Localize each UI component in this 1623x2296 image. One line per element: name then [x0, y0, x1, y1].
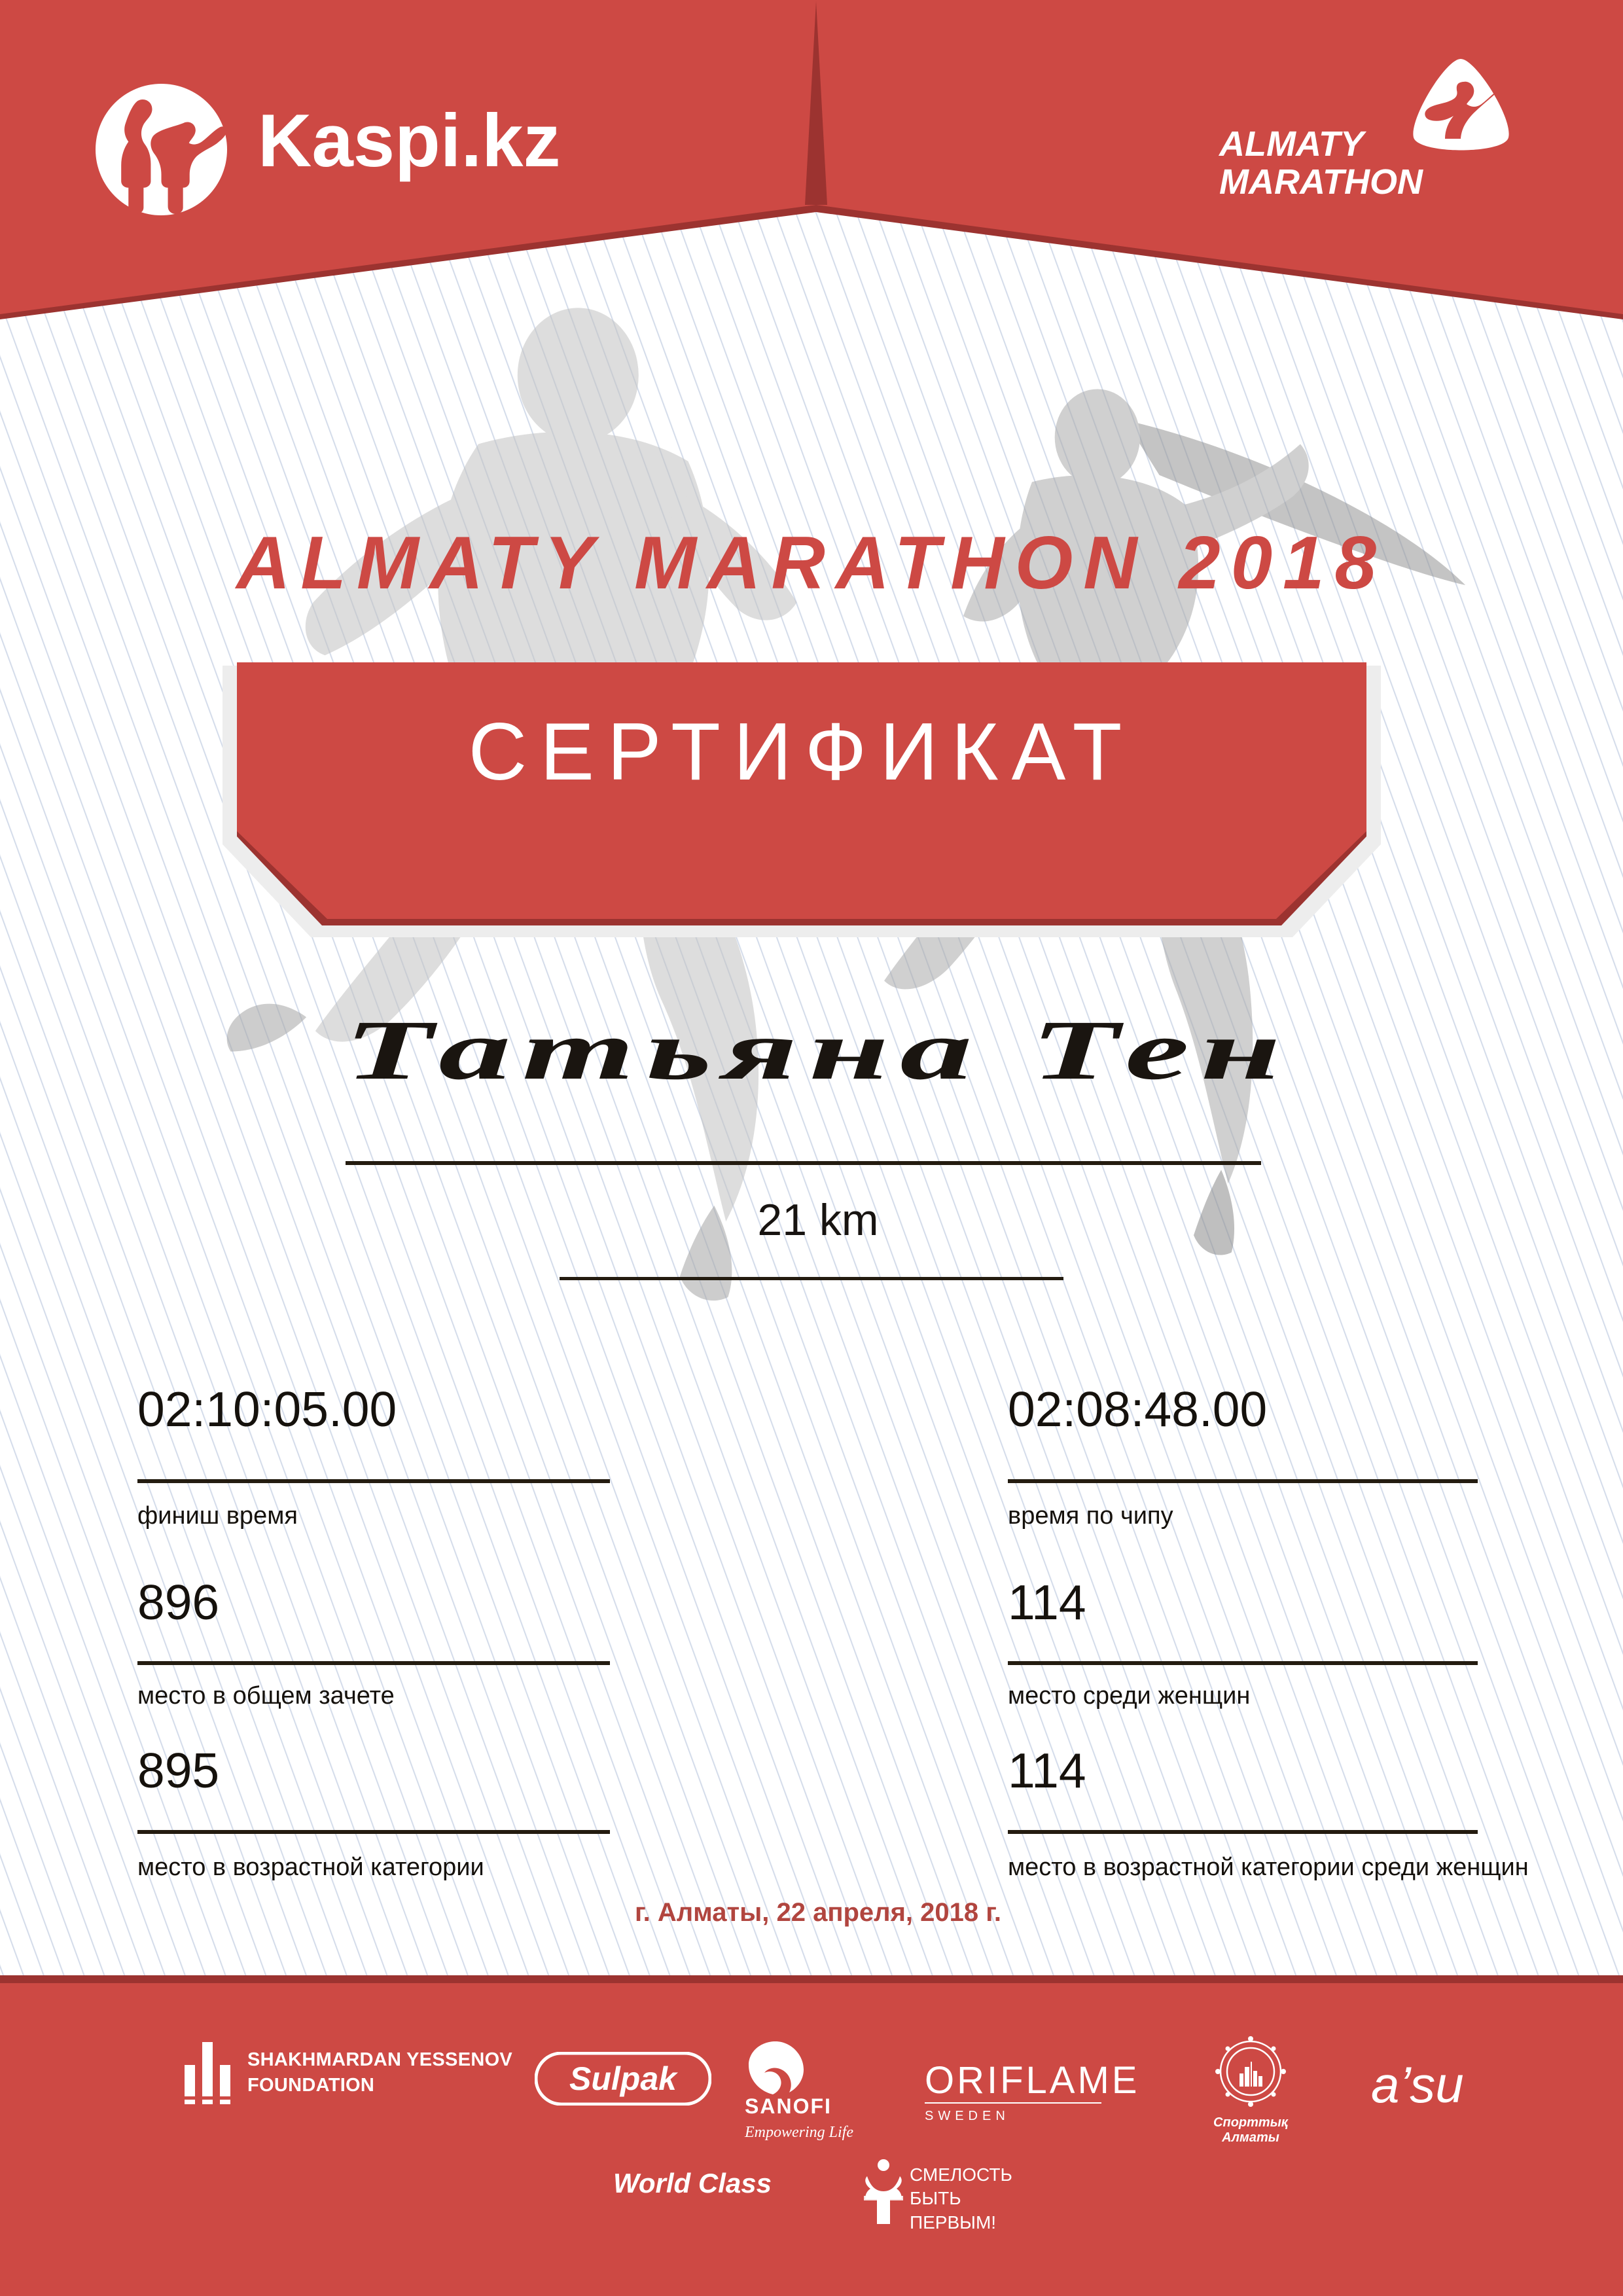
- svg-text:Sulpak: Sulpak: [569, 2060, 678, 2097]
- svg-text:World Class: World Class: [613, 2168, 772, 2198]
